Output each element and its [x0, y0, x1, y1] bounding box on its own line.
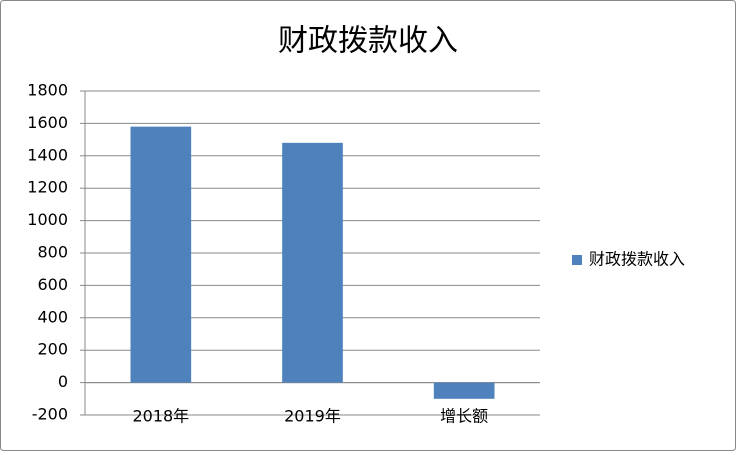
bar: [130, 126, 192, 383]
x-tick-label: 2019年: [284, 407, 341, 426]
legend-swatch: [572, 255, 582, 265]
y-tick-label: 600: [37, 275, 68, 294]
y-tick-label: -200: [32, 405, 68, 424]
y-tick-label: 0: [58, 372, 68, 391]
y-tick-label: 800: [37, 243, 68, 262]
x-tick-label: 增长额: [440, 407, 488, 426]
y-tick-label: 1000: [27, 210, 68, 229]
bar: [282, 142, 343, 383]
chart-title: 财政拨款收入: [278, 24, 458, 59]
y-tick-label: 1600: [27, 113, 68, 132]
bar: [433, 382, 495, 399]
y-tick-label: 400: [37, 307, 68, 326]
y-tick-label: 200: [37, 340, 68, 359]
legend-label: 财政拨款收入: [589, 250, 685, 269]
y-tick-label: 1200: [27, 178, 68, 197]
y-tick-label: 1400: [27, 145, 68, 164]
x-tick-label: 2018年: [132, 407, 189, 426]
y-tick-label: 1800: [27, 81, 68, 100]
